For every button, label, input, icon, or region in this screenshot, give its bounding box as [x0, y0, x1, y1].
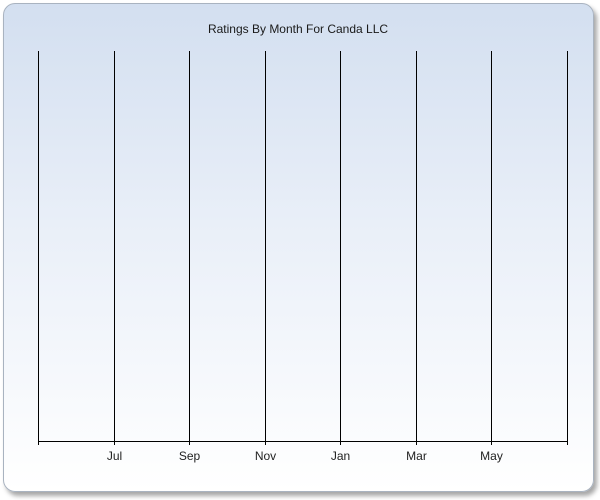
x-tick-label-mar: Mar — [406, 449, 427, 463]
chart-frame — [3, 3, 594, 492]
x-tick-label-sep: Sep — [179, 449, 201, 463]
x-tick-label-may: May — [480, 449, 503, 463]
x-tick-label-nov: Nov — [255, 449, 276, 463]
x-axis — [38, 441, 568, 445]
gridlines — [38, 51, 568, 441]
chart-title: Ratings By Month For Canda LLC — [207, 22, 389, 36]
x-axis-tick-labels: Jul Sep Nov Jan Mar May — [107, 449, 503, 463]
x-tick-label-jan: Jan — [331, 449, 350, 463]
x-tick-label-jul: Jul — [107, 449, 122, 463]
